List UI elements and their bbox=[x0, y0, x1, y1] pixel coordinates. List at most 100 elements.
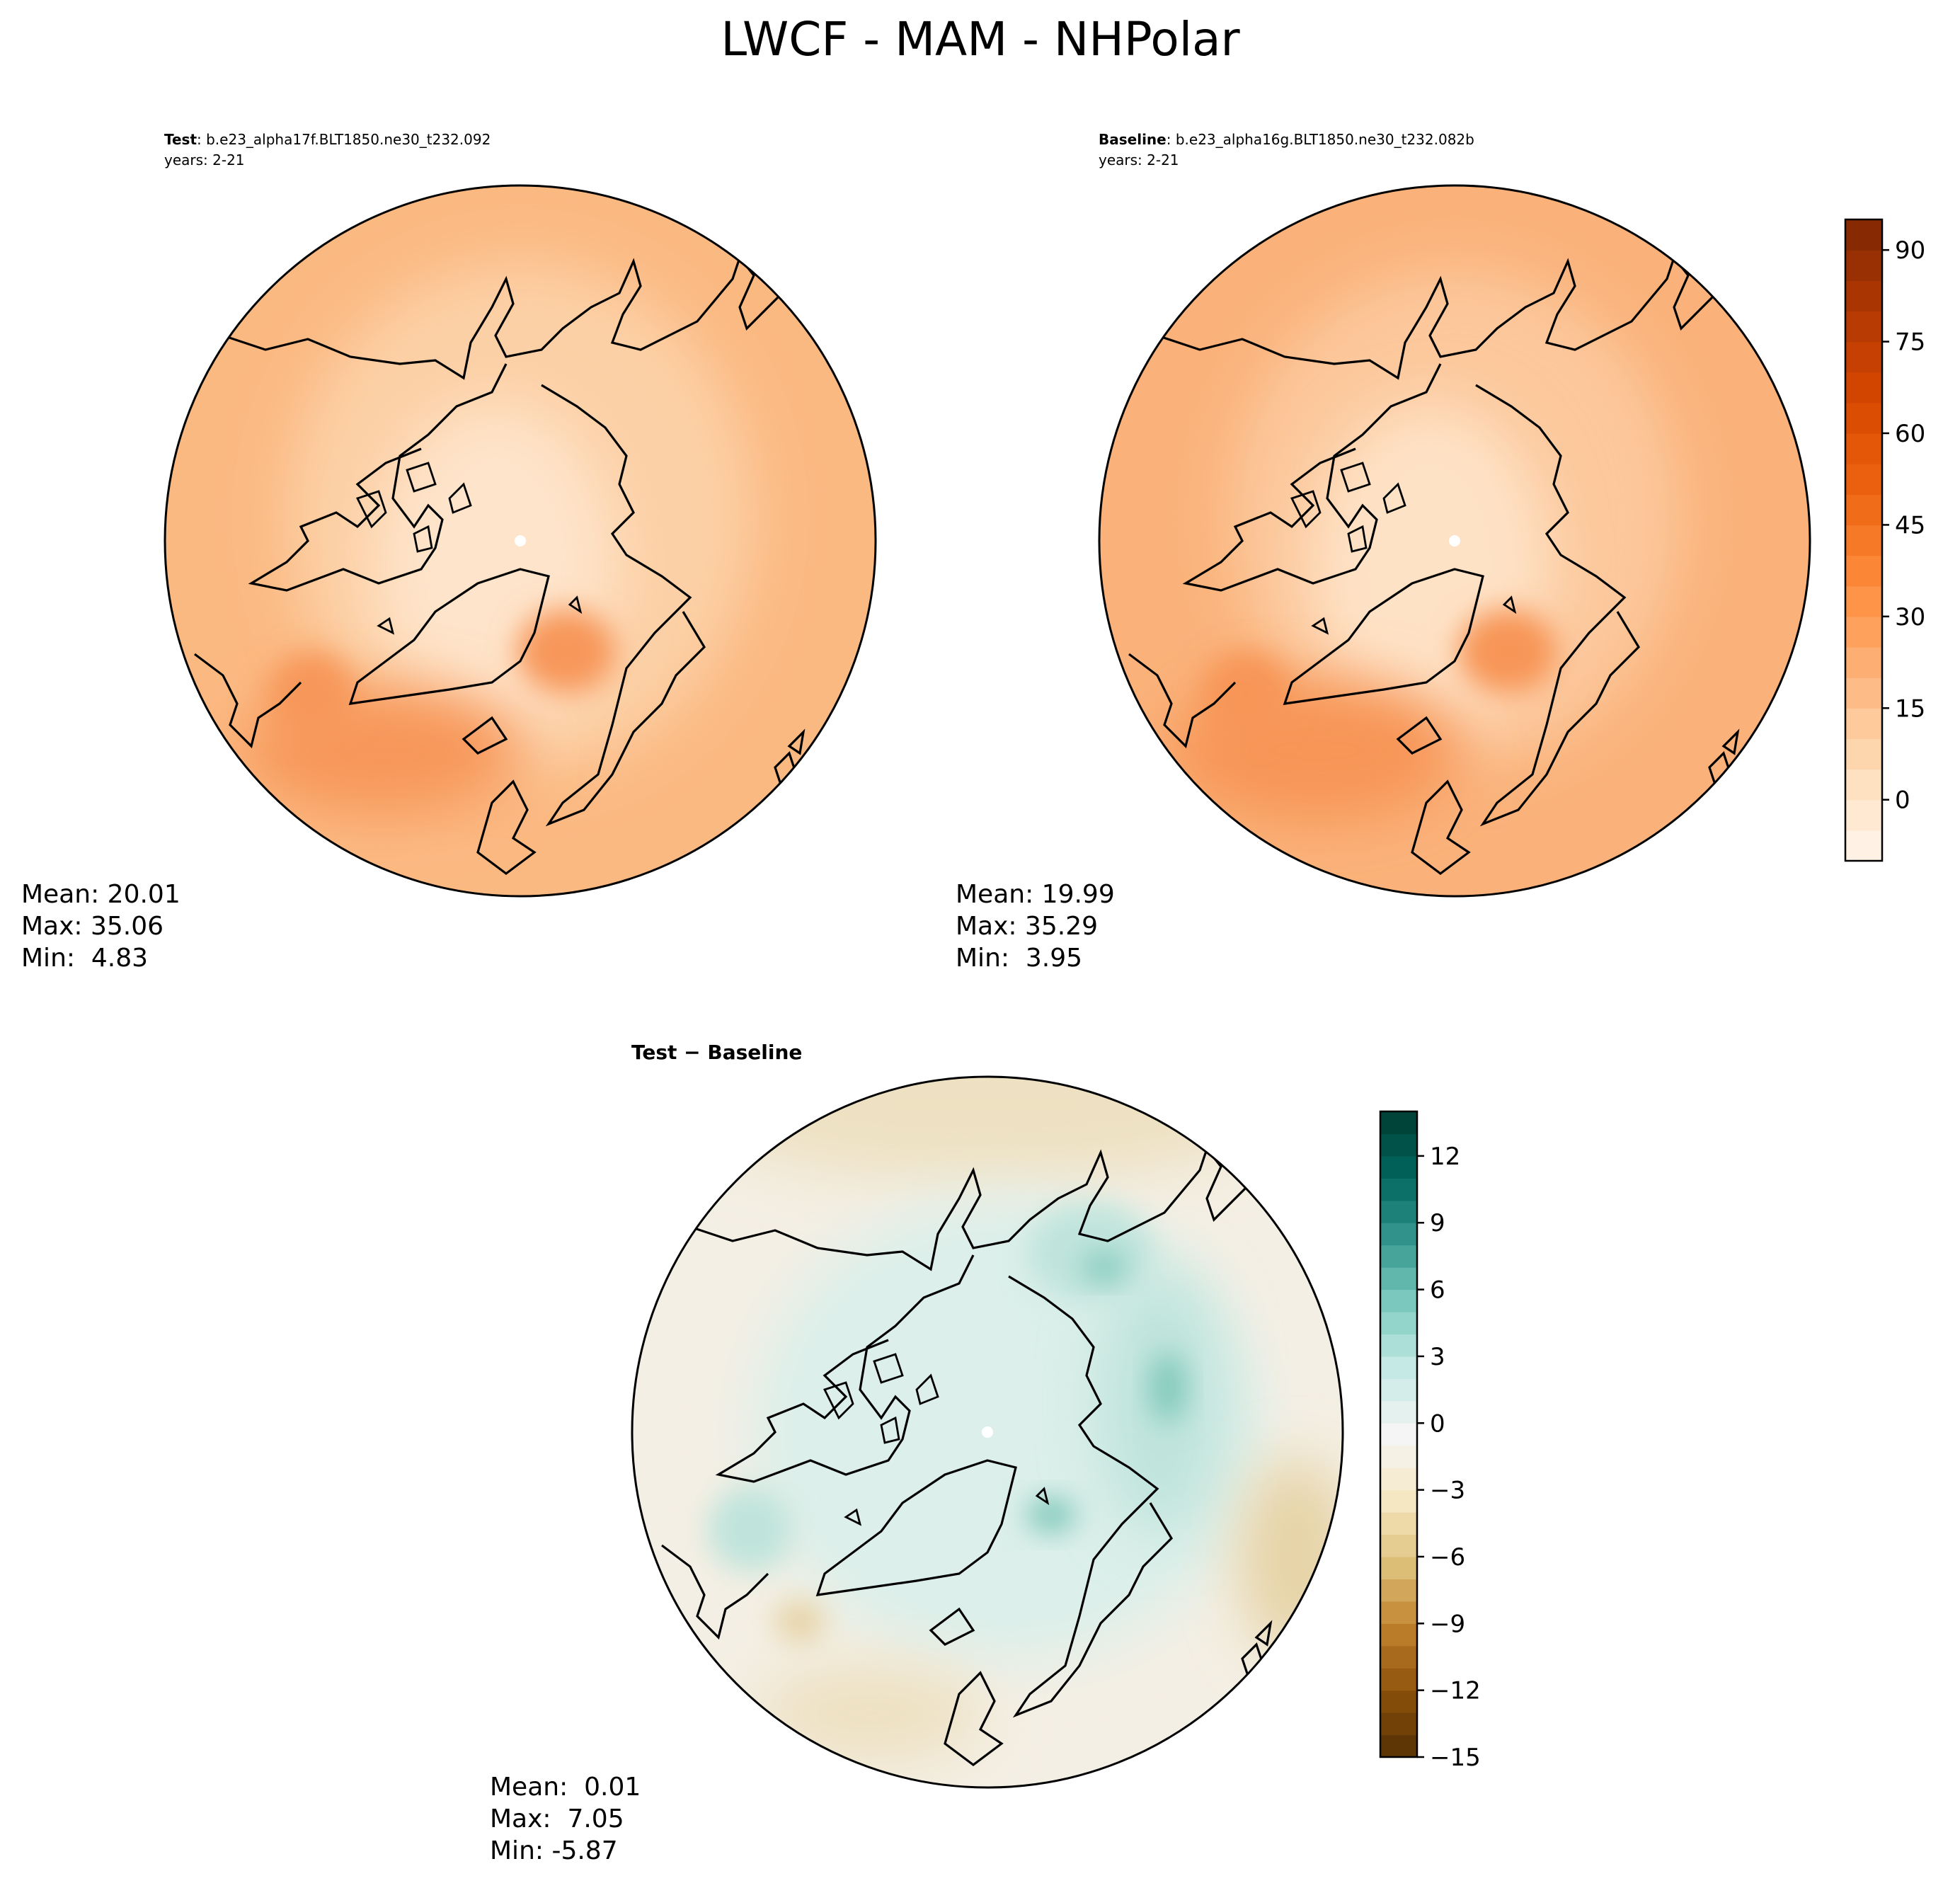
field-colorbar-segment bbox=[1845, 250, 1882, 281]
diff-colorbar-segment bbox=[1380, 1579, 1417, 1602]
field-colorbar-segment bbox=[1845, 677, 1882, 709]
field-colorbar-segment bbox=[1845, 341, 1882, 373]
diff-colorbar-tick-label: 9 bbox=[1430, 1209, 1445, 1237]
field-colorbar-tick-label: 0 bbox=[1895, 786, 1910, 815]
diff-colorbar-segment bbox=[1380, 1378, 1417, 1402]
test-stat-min: Min: 4.83 bbox=[21, 944, 148, 973]
field-colorbar-tick-label: 60 bbox=[1895, 420, 1925, 448]
field-colorbar-segment bbox=[1845, 708, 1882, 740]
diff-field-teal-dark-2 bbox=[1026, 1497, 1076, 1533]
diff-colorbar-segment bbox=[1380, 1289, 1417, 1312]
test-map bbox=[165, 185, 876, 896]
field-colorbar-ticks: 90 75 60 45 30 15 0 bbox=[1882, 236, 1925, 815]
field-colorbar-tick-label: 45 bbox=[1895, 511, 1925, 539]
baseline-field-warm-3 bbox=[1203, 651, 1288, 736]
diff-colorbar-tick-label: 3 bbox=[1430, 1343, 1445, 1371]
field-colorbar-segment bbox=[1845, 311, 1882, 343]
diff-colorbar-segment bbox=[1380, 1468, 1417, 1491]
test-field-warm-2 bbox=[517, 609, 616, 694]
diff-colorbar-segments bbox=[1380, 1111, 1417, 1758]
field-colorbar-frame bbox=[1844, 218, 1884, 862]
diff-field-brown-south bbox=[757, 1664, 984, 1763]
field-colorbar-segment bbox=[1845, 402, 1882, 434]
diff-colorbar-segment bbox=[1380, 1734, 1417, 1758]
test-panel: Test: b.e23_alpha17f.BLT1850.ne30_t232.0… bbox=[21, 131, 877, 973]
test-years: years: 2-21 bbox=[164, 151, 245, 168]
diff-colorbar-segment bbox=[1380, 1245, 1417, 1268]
field-colorbar-segment bbox=[1845, 372, 1882, 404]
diff-field-brown-sw bbox=[775, 1600, 825, 1642]
diff-colorbar-segment bbox=[1380, 1645, 1417, 1669]
baseline-stat-max: Max: 35.29 bbox=[956, 912, 1098, 941]
field-colorbar-segment bbox=[1845, 433, 1882, 464]
field-colorbar-segment bbox=[1845, 738, 1882, 770]
diff-field-brown-top bbox=[690, 1077, 1285, 1182]
diff-colorbar-tick-label: −6 bbox=[1430, 1543, 1465, 1572]
diff-colorbar-segment bbox=[1380, 1133, 1417, 1157]
diff-colorbar-segment bbox=[1380, 1178, 1417, 1201]
diff-colorbar-segment bbox=[1380, 1423, 1417, 1446]
field-colorbar-segment bbox=[1845, 525, 1882, 556]
field-colorbar-segment bbox=[1845, 585, 1882, 617]
baseline-panel: Baseline: b.e23_alpha16g.BLT1850.ne30_t2… bbox=[956, 131, 1811, 973]
diff-map bbox=[632, 1077, 1343, 1787]
test-stat-mean: Mean: 20.01 bbox=[21, 880, 180, 909]
field-colorbar-tick-label: 75 bbox=[1895, 328, 1925, 357]
diff-colorbar-segment bbox=[1380, 1668, 1417, 1691]
field-colorbar-segment bbox=[1845, 830, 1882, 862]
figure-title: LWCF - MAM - NHPolar bbox=[721, 12, 1240, 67]
diff-field-teal-sw bbox=[708, 1487, 793, 1572]
field-colorbar-segment bbox=[1845, 647, 1882, 678]
field-colorbar-segment bbox=[1845, 799, 1882, 831]
field-colorbar-segment bbox=[1845, 464, 1882, 495]
field-colorbar-tick-label: 30 bbox=[1895, 603, 1925, 631]
diff-colorbar: 12 9 6 3 0 −3 −6 −9 −12 −15 bbox=[1379, 1110, 1481, 1772]
diff-colorbar-segment bbox=[1380, 1334, 1417, 1357]
diff-colorbar-segment bbox=[1380, 1312, 1417, 1335]
diff-colorbar-ticks: 12 9 6 3 0 −3 −6 −9 −12 −15 bbox=[1417, 1143, 1481, 1772]
diff-colorbar-segment bbox=[1380, 1623, 1417, 1647]
field-colorbar-segments bbox=[1845, 219, 1882, 862]
diff-colorbar-tick-label: −15 bbox=[1430, 1744, 1481, 1772]
diff-colorbar-segment bbox=[1380, 1400, 1417, 1424]
diff-colorbar-segment bbox=[1380, 1512, 1417, 1535]
field-colorbar-segment bbox=[1845, 555, 1882, 587]
baseline-pole-marker bbox=[1449, 535, 1460, 547]
baseline-case-name: : b.e23_alpha16g.BLT1850.ne30_t232.082b bbox=[1167, 131, 1474, 148]
diff-field-teal-dark-1 bbox=[1150, 1352, 1186, 1423]
diff-colorbar-segment bbox=[1380, 1690, 1417, 1713]
diff-colorbar-segment bbox=[1380, 1489, 1417, 1513]
diff-colorbar-frame bbox=[1379, 1110, 1419, 1758]
diff-colorbar-segment bbox=[1380, 1534, 1417, 1557]
diff-colorbar-tick-label: −9 bbox=[1430, 1610, 1465, 1638]
baseline-field-warm-2 bbox=[1458, 609, 1557, 694]
diff-colorbar-tick-label: 12 bbox=[1430, 1143, 1460, 1171]
field-colorbar-tick-label: 90 bbox=[1895, 236, 1925, 265]
diff-stat-max: Max: 7.05 bbox=[490, 1804, 624, 1833]
field-colorbar-segment bbox=[1845, 219, 1882, 251]
diff-pole-marker bbox=[982, 1426, 993, 1438]
diff-field-teal-dark-3 bbox=[1083, 1253, 1125, 1281]
field-colorbar-tick-label: 15 bbox=[1895, 694, 1925, 723]
diff-colorbar-segment bbox=[1380, 1356, 1417, 1379]
baseline-map bbox=[1099, 185, 1810, 896]
baseline-stat-mean: Mean: 19.99 bbox=[956, 880, 1115, 909]
baseline-stat-min: Min: 3.95 bbox=[956, 944, 1082, 973]
field-colorbar-segment bbox=[1845, 616, 1882, 648]
diff-colorbar-tick-label: −12 bbox=[1430, 1677, 1481, 1705]
diff-colorbar-segment bbox=[1380, 1111, 1417, 1135]
baseline-label: Baseline: b.e23_alpha16g.BLT1850.ne30_t2… bbox=[1099, 131, 1474, 148]
field-colorbar-segment bbox=[1845, 769, 1882, 801]
baseline-map-border bbox=[1098, 184, 1811, 898]
diff-colorbar-segment bbox=[1380, 1712, 1417, 1736]
diff-colorbar-tick-label: −3 bbox=[1430, 1477, 1465, 1505]
diff-stat-min: Min: -5.87 bbox=[490, 1836, 618, 1865]
diff-field-teal-ne bbox=[1026, 1203, 1154, 1303]
diff-colorbar-segment bbox=[1380, 1223, 1417, 1246]
test-pole-marker bbox=[515, 535, 526, 547]
field-colorbar-segment bbox=[1845, 494, 1882, 526]
field-colorbar-segment bbox=[1845, 280, 1882, 312]
diff-colorbar-segment bbox=[1380, 1445, 1417, 1468]
diff-colorbar-tick-label: 6 bbox=[1430, 1276, 1445, 1305]
